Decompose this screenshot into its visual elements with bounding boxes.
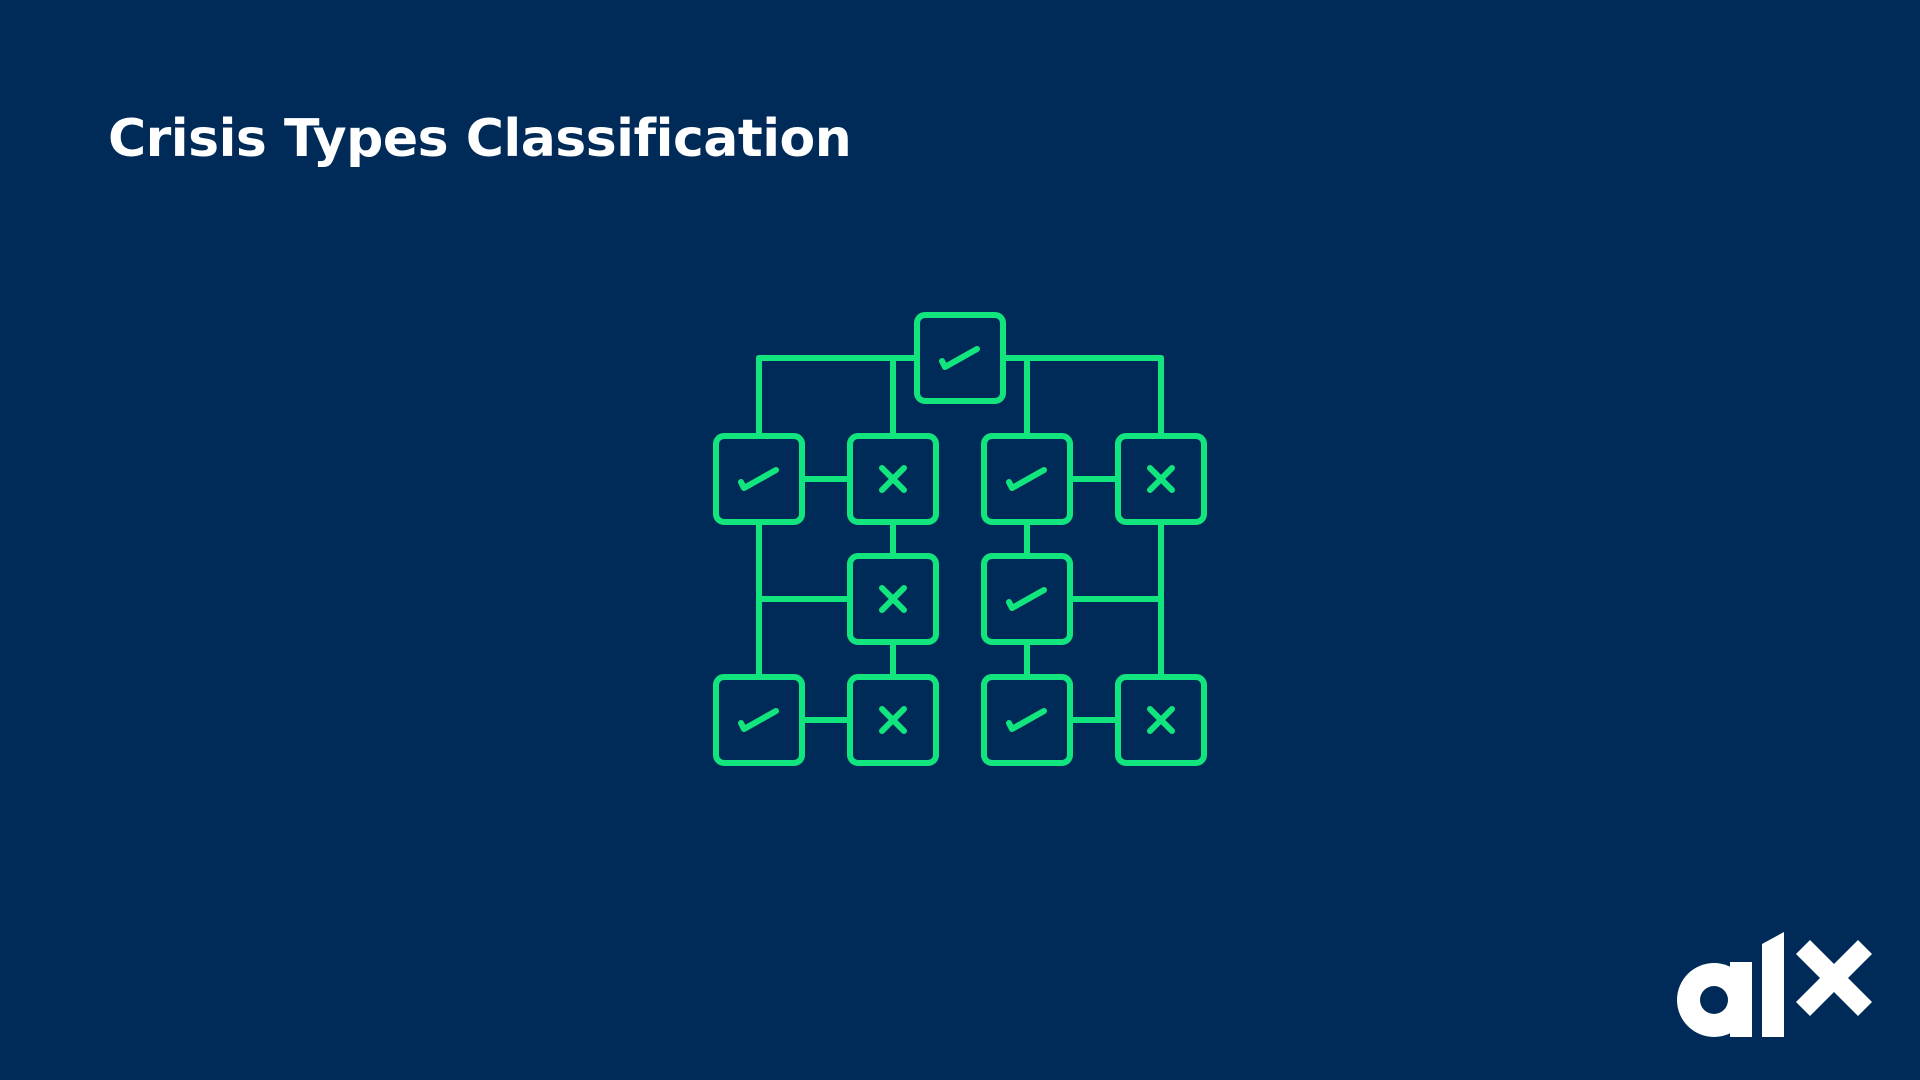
slide-title: Crisis Types Classification bbox=[108, 109, 852, 169]
diagram-nodes bbox=[713, 312, 1207, 766]
node-r-mid bbox=[981, 553, 1073, 645]
check-icon bbox=[738, 708, 779, 732]
node-l-top-right bbox=[847, 433, 939, 525]
node-r-bottom-right bbox=[1115, 674, 1207, 766]
node-r-top-left bbox=[981, 433, 1073, 525]
connector-lines bbox=[756, 355, 1164, 723]
node-r-bottom-left bbox=[981, 674, 1073, 766]
node-root bbox=[914, 312, 1006, 404]
node-l-bottom-right bbox=[847, 674, 939, 766]
alx-logo-icon bbox=[1677, 932, 1872, 1037]
logo-letter-x bbox=[1796, 940, 1872, 1016]
node-r-top-right bbox=[1115, 433, 1207, 525]
alx-logo: alx bbox=[1670, 928, 1890, 1053]
node-l-top-left bbox=[713, 433, 805, 525]
node-l-mid bbox=[847, 553, 939, 645]
cross-icon bbox=[1147, 465, 1175, 493]
cross-icon bbox=[1147, 706, 1175, 734]
cross-icon bbox=[879, 706, 907, 734]
check-icon bbox=[1006, 587, 1047, 611]
check-icon bbox=[939, 346, 980, 370]
check-icon bbox=[1006, 467, 1047, 491]
check-icon bbox=[738, 467, 779, 491]
check-icon bbox=[1006, 708, 1047, 732]
cross-icon bbox=[879, 585, 907, 613]
node-l-bottom-left bbox=[713, 674, 805, 766]
cross-icon bbox=[879, 465, 907, 493]
logo-letter-l bbox=[1762, 932, 1784, 1037]
